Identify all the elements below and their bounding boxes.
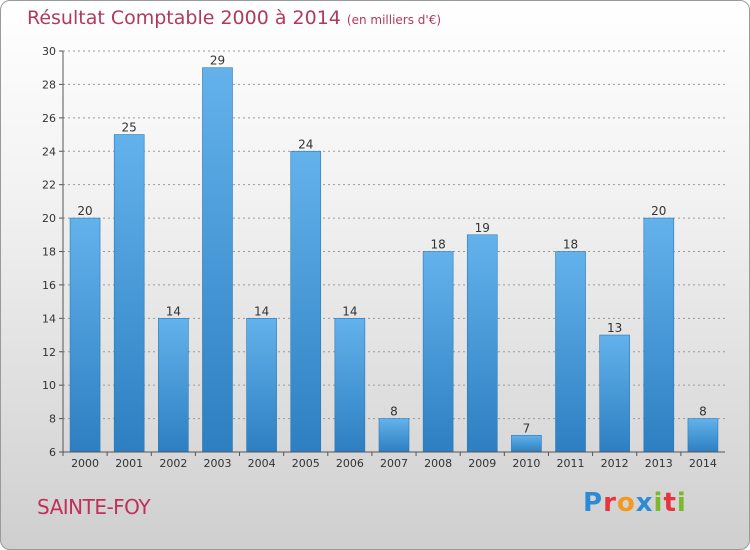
y-tick-label: 10: [42, 379, 56, 392]
y-tick-label: 26: [42, 112, 56, 125]
x-tick-label-2012: 2012: [601, 457, 629, 470]
data-labels: 20 25 14 29 14 24 14 8 18 19 7 18 13 20 8: [77, 54, 706, 436]
bar-2000: [69, 217, 101, 453]
commune-name: SAINTE-FOY: [37, 495, 151, 519]
logo-letter: P: [583, 488, 604, 518]
x-tick-label-2004: 2004: [248, 457, 276, 470]
bar-2007: [378, 418, 410, 453]
value-label-2011: 18: [563, 238, 578, 252]
y-tick-label: 16: [42, 279, 56, 292]
value-label-2007: 8: [390, 405, 398, 419]
value-label-2012: 13: [607, 321, 622, 335]
y-tick-label: 14: [42, 312, 56, 325]
bar-2002: [158, 318, 189, 453]
x-tick-label-2003: 2003: [203, 457, 231, 470]
value-label-2003: 29: [210, 54, 225, 68]
chart-subtitle: (en milliers d'€): [346, 13, 442, 27]
bar-2004: [246, 318, 277, 453]
bar-2003: [202, 67, 233, 453]
logo-letter: i: [676, 488, 687, 518]
value-label-2002: 14: [166, 304, 181, 318]
y-tick-label: 6: [49, 446, 56, 459]
bar-2006: [334, 318, 366, 453]
bar-2011: [555, 251, 586, 453]
value-label-2010: 7: [523, 421, 531, 435]
x-tick-label-2001: 2001: [115, 457, 143, 470]
bar-2010: [511, 434, 542, 453]
x-tick-label-2011: 2011: [557, 457, 585, 470]
x-tick-label-2005: 2005: [292, 457, 320, 470]
y-tick-label: 12: [42, 346, 56, 359]
y-tick-label: 28: [42, 78, 56, 91]
bar-2012: [599, 334, 630, 453]
bar-2008: [422, 251, 454, 453]
x-tick-label-2013: 2013: [645, 457, 673, 470]
value-label-2005: 24: [298, 137, 313, 151]
x-tick-label-2010: 2010: [512, 457, 540, 470]
value-label-2006: 14: [342, 304, 357, 318]
y-tick-label: 18: [42, 246, 56, 259]
bar-2005: [290, 150, 322, 453]
proxiti-logo: Proxiti: [583, 488, 687, 518]
x-tick-label-2014: 2014: [689, 457, 717, 470]
chart-title: Résultat Comptable 2000 à 2014 (en millie…: [27, 7, 441, 29]
value-label-2014: 8: [699, 405, 707, 419]
y-tick-label: 22: [42, 179, 56, 192]
y-tick-label: 24: [42, 145, 56, 158]
y-tick-label: 30: [42, 45, 56, 58]
bar-2009: [466, 234, 498, 453]
value-label-2000: 20: [77, 204, 92, 218]
bar-2014: [687, 418, 719, 453]
value-label-2008: 18: [430, 238, 445, 252]
x-axis-ticks: 2000 2001 2002 2003 2004 2005 2006 2007 2008 2009…: [62, 451, 725, 470]
logo-letter: x: [635, 488, 654, 518]
bar-2001: [113, 134, 145, 453]
x-tick-label-2006: 2006: [336, 457, 364, 470]
value-label-2004: 14: [254, 304, 269, 318]
y-tick-label: 8: [49, 413, 56, 426]
y-tick-label: 20: [42, 212, 56, 225]
logo-letter: i: [653, 488, 664, 518]
x-tick-label-2009: 2009: [468, 457, 496, 470]
bar-2013: [643, 217, 675, 453]
x-tick-label-2008: 2008: [424, 457, 452, 470]
bars: [69, 67, 719, 453]
x-tick-label-2002: 2002: [159, 457, 187, 470]
logo-letter: o: [616, 488, 636, 518]
value-label-2009: 19: [475, 221, 490, 235]
x-tick-label-2007: 2007: [380, 457, 408, 470]
value-label-2013: 20: [651, 204, 666, 218]
logo-letter: t: [663, 488, 677, 518]
y-axis-ticks: 6 8 10 12 14 16 18 20 22 24 26 28 30: [42, 45, 63, 459]
x-tick-label-2000: 2000: [71, 457, 99, 470]
value-label-2001: 25: [122, 121, 137, 135]
title-text: Résultat Comptable 2000 à 2014: [27, 7, 341, 29]
logo-letter: r: [603, 488, 617, 518]
